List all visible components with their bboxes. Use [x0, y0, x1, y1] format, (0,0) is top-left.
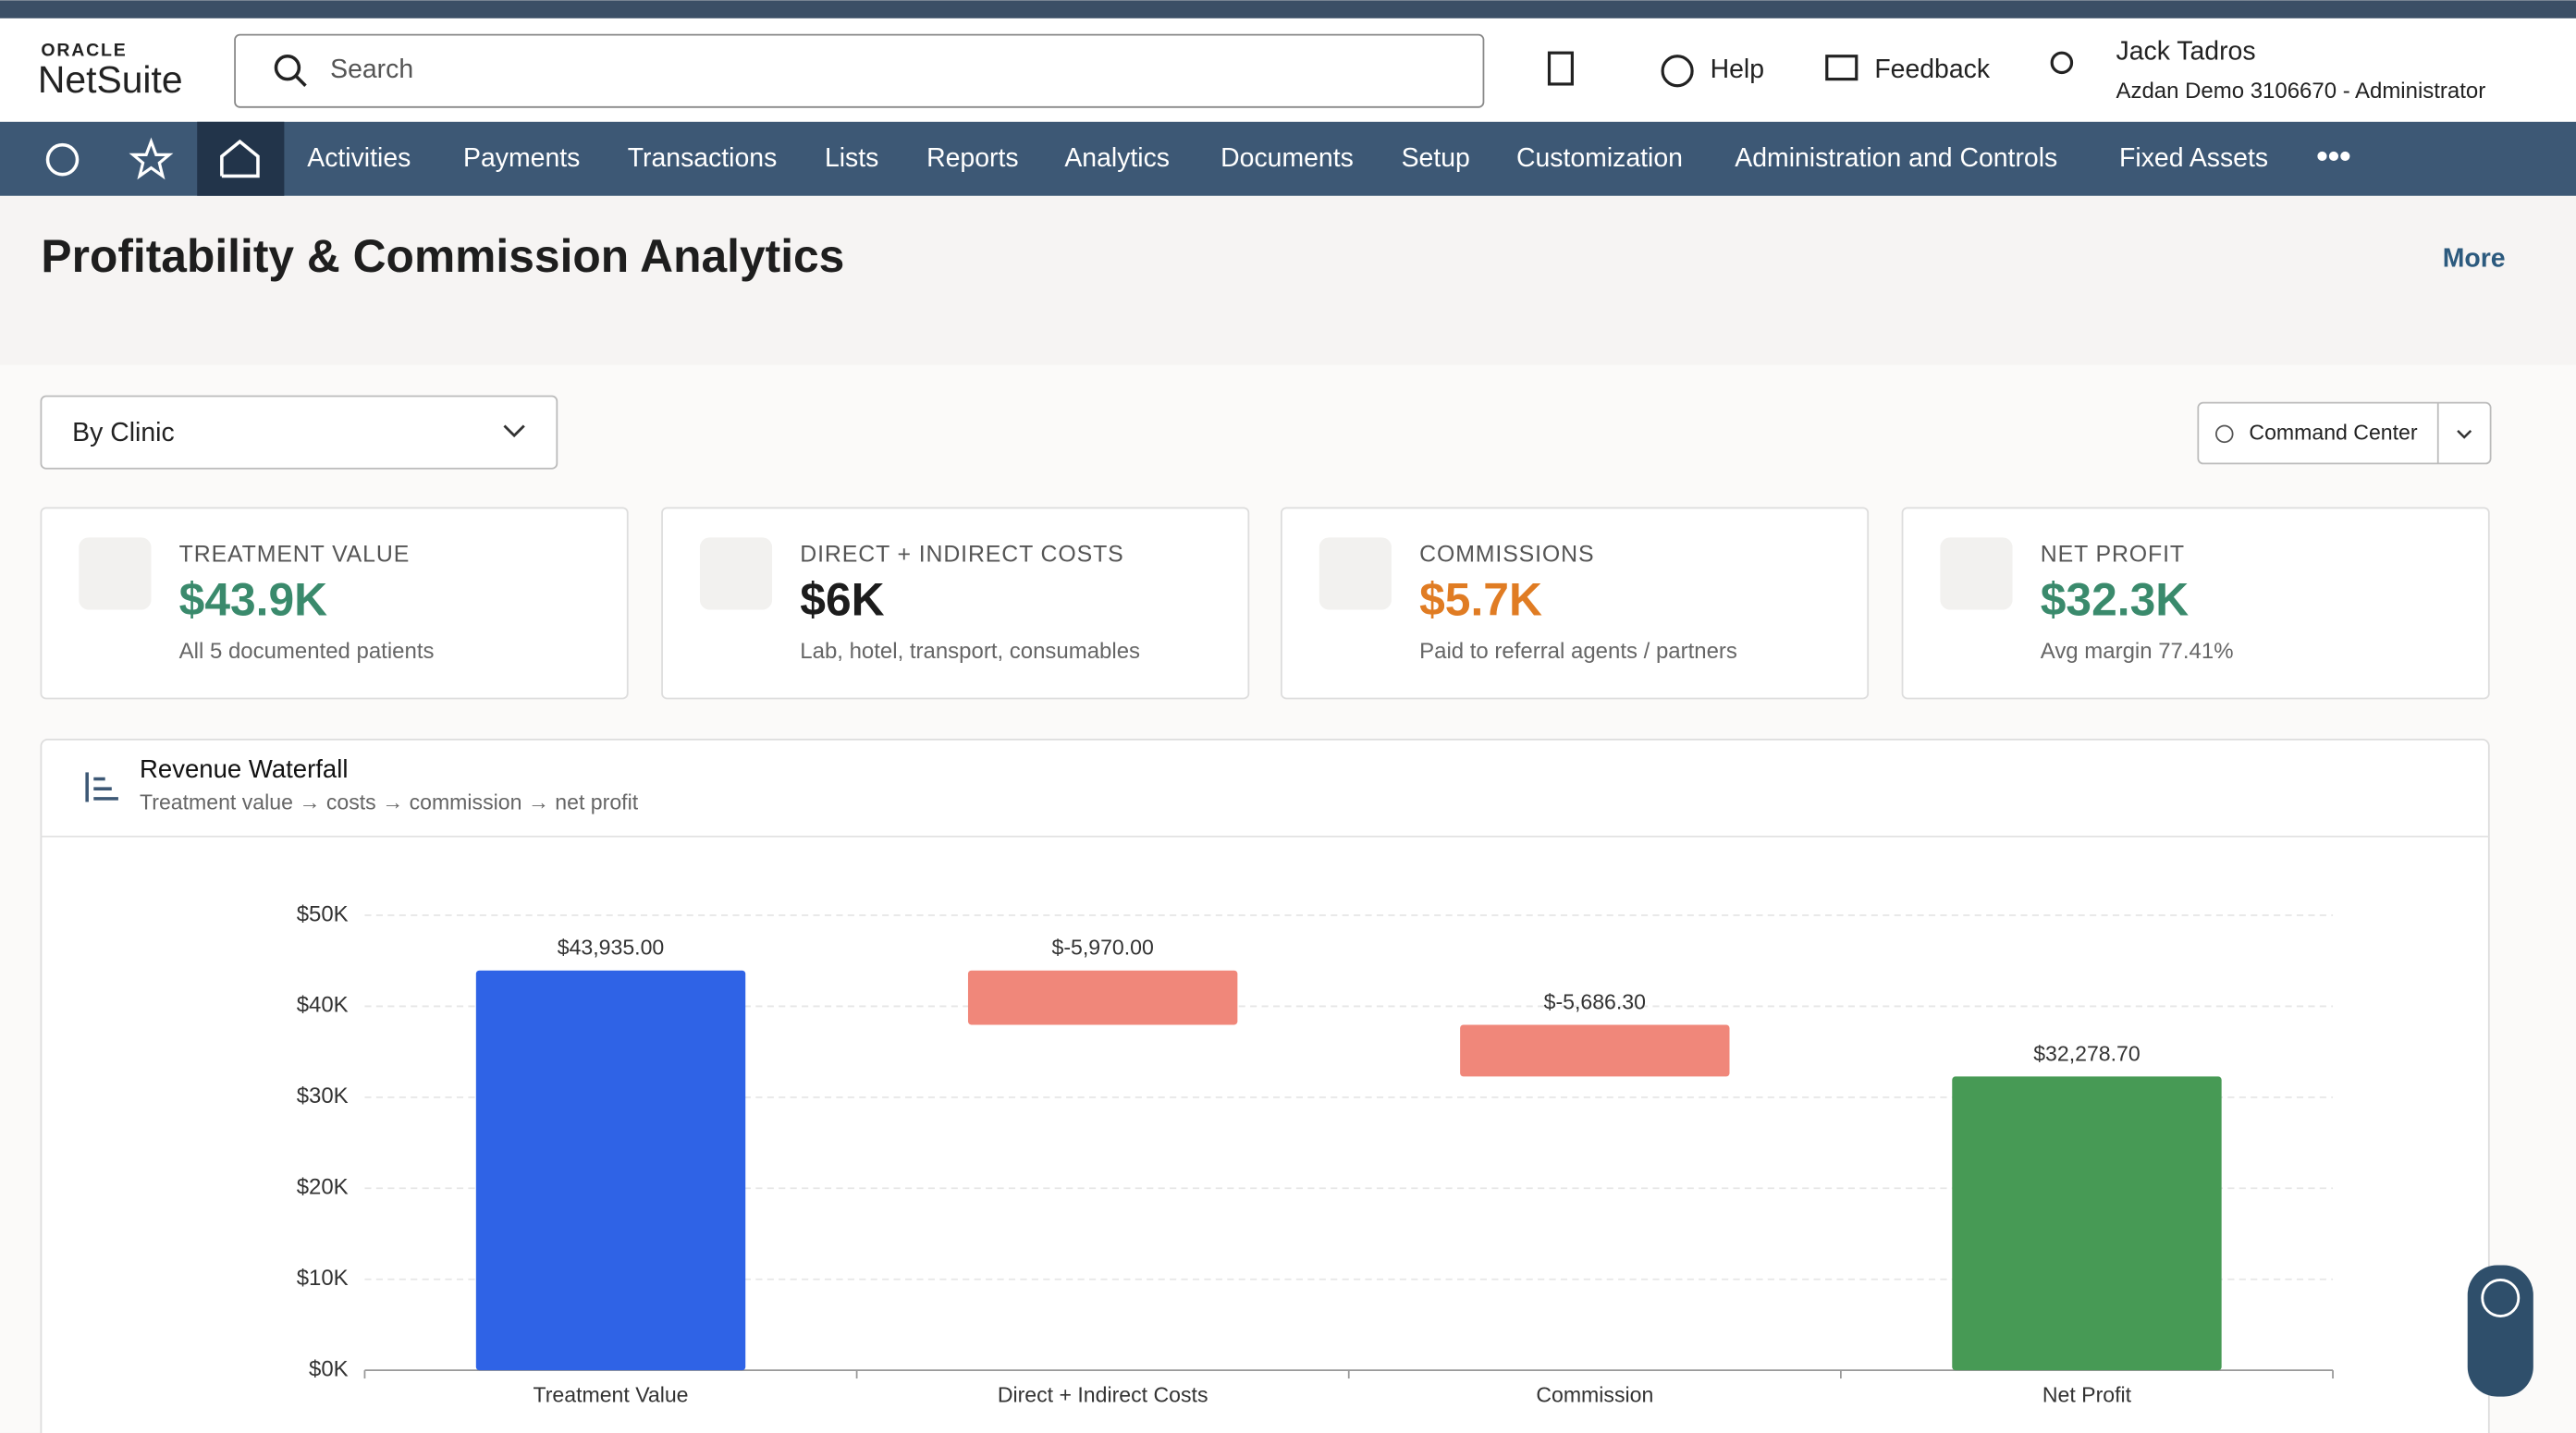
info-icon: [2481, 1279, 2521, 1317]
plot: $0K $10K $20K $30K $40K $50K $43,935.00 Treatme…: [297, 901, 2334, 1407]
search-icon: [294, 74, 307, 87]
chart-title: Revenue Waterfall: [140, 754, 348, 783]
bar: [1460, 1024, 1730, 1077]
nav-item[interactable]: Analytics: [1064, 143, 1170, 173]
value-label: $-5,970.00: [1051, 936, 1153, 960]
search-placeholder: Search: [330, 55, 413, 84]
y-tick-label: $10K: [297, 1266, 349, 1291]
user-name[interactable]: Jack Tadros: [2116, 37, 2256, 67]
kpi-value: $6K: [800, 574, 884, 626]
value-label: $32,278.70: [2033, 1041, 2141, 1065]
command-label: Command Center: [2249, 420, 2417, 444]
more-link[interactable]: More: [2443, 244, 2506, 274]
x-tick-label: Treatment Value: [533, 1383, 688, 1407]
user-role[interactable]: Azdan Demo 3106670 - Administrator: [2116, 79, 2486, 104]
search-box[interactable]: [234, 33, 1485, 108]
kpi-label: NET PROFIT: [2041, 541, 2185, 567]
filter-dropdown[interactable]: [40, 395, 558, 470]
kpi-row: TREATMENT VALUE $43.9K All 5 documented pa…: [40, 507, 2490, 700]
home-tab[interactable]: [197, 121, 285, 196]
command-center-button[interactable]: [2197, 401, 2492, 465]
kpi-card: [1901, 507, 2490, 700]
logo-top: ORACLE: [41, 41, 127, 61]
chart-icon: [85, 772, 118, 802]
filter-value: By Clinic: [72, 418, 174, 447]
kpi-card: [661, 507, 1250, 700]
y-tick-label: $20K: [297, 1175, 349, 1200]
kpi-icon: [699, 537, 773, 610]
y-tick-label: $40K: [297, 993, 349, 1018]
recent-icon[interactable]: [45, 142, 80, 177]
kpi-icon: [1319, 537, 1392, 610]
x-tick-label: Direct + Indirect Costs: [998, 1383, 1208, 1407]
page-title: Profitability & Commission Analytics: [41, 230, 844, 282]
kpi-value: $43.9K: [179, 574, 327, 626]
help-link[interactable]: Help: [1711, 55, 1764, 84]
nav-items: Activities Payments Transactions Lists Repor…: [307, 143, 2268, 173]
kpi-card: [1281, 507, 1870, 700]
nav-item[interactable]: Activities: [307, 143, 411, 173]
nav-bar: [0, 121, 2576, 196]
help-icon[interactable]: [1661, 55, 1694, 88]
logo: NetSuite: [38, 58, 183, 101]
nav-item[interactable]: Payments: [463, 143, 580, 173]
new-doc-icon[interactable]: [1547, 51, 1574, 86]
nav-item[interactable]: Reports: [926, 143, 1018, 173]
y-tick-label: $0K: [309, 1356, 349, 1381]
bar: [1952, 1076, 2222, 1371]
top-stripe: [0, 0, 2576, 18]
kpi-label: COMMISSIONS: [1419, 541, 1594, 567]
nav-more[interactable]: •••: [2316, 137, 2350, 174]
kpi-label: DIRECT + INDIRECT COSTS: [800, 541, 1123, 567]
nav-item[interactable]: Lists: [825, 143, 878, 173]
nav-item[interactable]: Administration and Controls: [1735, 143, 2057, 173]
kpi-note: Lab, hotel, transport, consumables: [800, 639, 1140, 664]
y-tick-label: $50K: [297, 901, 349, 926]
feedback-link[interactable]: Feedback: [1874, 55, 1991, 84]
search-icon: [274, 54, 301, 81]
x-tick-label: Commission: [1536, 1383, 1653, 1407]
nav-item[interactable]: Transactions: [628, 143, 778, 173]
bar: [475, 970, 746, 1371]
kpi-icon: [1940, 537, 2013, 610]
home-icon: [220, 139, 260, 178]
assistant-widget[interactable]: [2467, 1265, 2533, 1397]
kpi-icon: [79, 537, 152, 610]
nav-item[interactable]: Documents: [1221, 143, 1354, 173]
nav-item[interactable]: Setup: [1402, 143, 1470, 173]
kpi-value: $32.3K: [2041, 574, 2189, 626]
kpi-label: TREATMENT VALUE: [179, 541, 411, 567]
nav-item[interactable]: Customization: [1516, 143, 1683, 173]
value-label: $43,935.00: [558, 936, 665, 960]
chevron: [503, 424, 525, 438]
kpi-note: Avg margin 77.41%: [2041, 639, 2234, 664]
y-tick-label: $30K: [297, 1084, 349, 1108]
nav-item[interactable]: Fixed Assets: [2119, 143, 2268, 173]
value-label: $-5,686.30: [1544, 989, 1646, 1013]
chart-subtitle: Treatment value → costs → commission → n…: [140, 790, 639, 814]
user-icon[interactable]: [2050, 51, 2074, 75]
kpi-note: Paid to referral agents / partners: [1419, 639, 1737, 664]
x-tick-label: Net Profit: [2042, 1383, 2132, 1407]
kpi-card: [40, 507, 629, 700]
favorites-icon[interactable]: [129, 137, 174, 180]
kpi-note: All 5 documented patients: [179, 639, 435, 664]
chevron[interactable]: [2457, 429, 2472, 439]
bar: [967, 970, 1238, 1025]
kpi-value: $5.7K: [1419, 574, 1542, 626]
command-icon: [2214, 424, 2234, 444]
feedback-icon[interactable]: [1825, 55, 1858, 81]
